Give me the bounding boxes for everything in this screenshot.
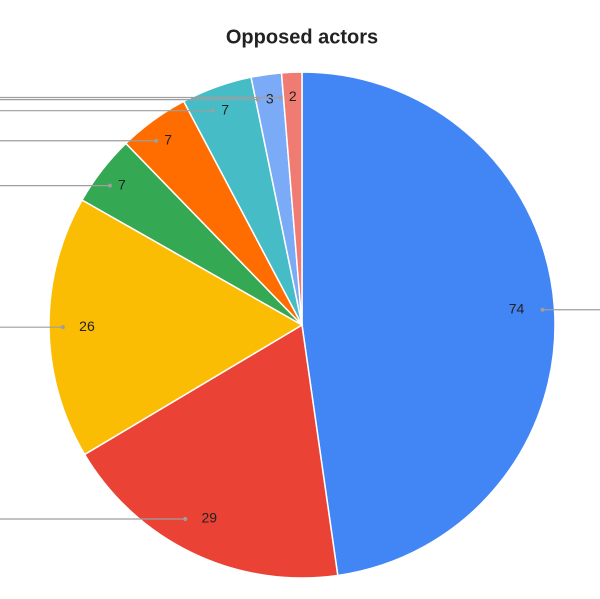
leader-dot <box>278 95 283 100</box>
leader-dot <box>540 307 545 312</box>
pie-slice <box>301 71 556 577</box>
pie-slice <box>280 71 303 326</box>
data-label: 74 <box>509 300 525 316</box>
data-label: 29 <box>201 510 217 526</box>
leader-dot <box>154 138 159 143</box>
data-label: 3 <box>266 90 274 106</box>
data-label: 26 <box>79 318 95 334</box>
data-label: 7 <box>164 131 172 147</box>
data-label: 2 <box>289 88 297 104</box>
leader-dot <box>60 325 65 330</box>
leader-dot <box>255 97 260 102</box>
data-label: 7 <box>221 101 229 117</box>
leader-dot <box>107 183 112 188</box>
data-label: 7 <box>118 176 126 192</box>
chart-title: Opposed actors <box>226 26 378 48</box>
leader-dot <box>183 517 188 522</box>
leader-dot <box>211 108 216 113</box>
pie-slice <box>83 323 339 579</box>
